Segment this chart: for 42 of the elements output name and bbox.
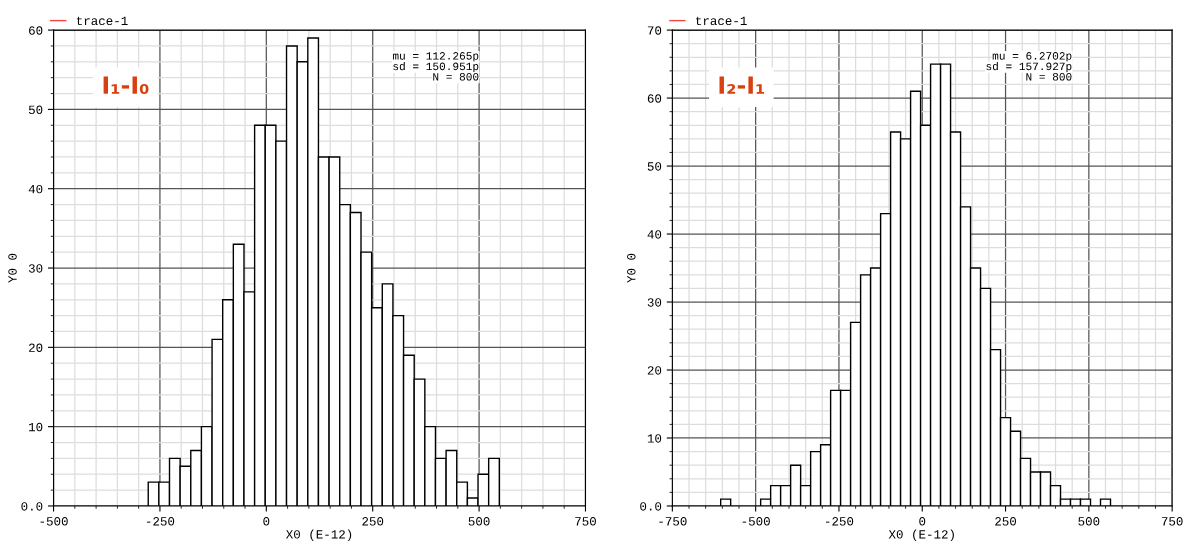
y-tick-label: 40 xyxy=(28,184,43,194)
x-tick-label: -250 xyxy=(825,517,854,526)
x-tick-label: 0 xyxy=(919,517,926,526)
x-axis-title: X0 (E-12) xyxy=(285,529,352,542)
y-tick-label: 30 xyxy=(647,298,662,307)
annotation: mu = 112.265p xyxy=(392,52,479,62)
y-tick-label: 10 xyxy=(29,422,43,432)
x-tick-label: -250 xyxy=(146,517,175,526)
y-tick-label: 60 xyxy=(647,94,662,103)
y-axis-title: Y0 0 xyxy=(8,253,17,283)
y-tick-label: 50 xyxy=(647,162,662,171)
annotation: mu = 6.2702p xyxy=(992,52,1072,62)
y-tick-label: 40 xyxy=(647,230,662,239)
y-tick-label: 30 xyxy=(28,264,43,273)
x-tick-label: -500 xyxy=(40,517,68,526)
text: trace-1 xyxy=(76,16,128,26)
x-tick-label: 250 xyxy=(362,517,384,526)
annotation: N = 800 xyxy=(433,73,479,81)
annotation: I₁-I₀ xyxy=(103,76,149,94)
y-tick-label: 60 xyxy=(29,26,43,35)
y-tick-label: 20 xyxy=(29,343,43,352)
annotation: sd = 150.951p xyxy=(393,61,479,73)
y-tick-label: 0.0 xyxy=(640,502,662,511)
x-tick-label: -750 xyxy=(659,517,687,526)
x-tick-label: -500 xyxy=(742,517,770,526)
annotation: sd = 157.927p xyxy=(986,61,1072,73)
x-tick-label: 750 xyxy=(575,517,596,526)
x-tick-label: 500 xyxy=(468,517,490,526)
annotation: N = 800 xyxy=(1026,73,1072,81)
y-tick-label: 20 xyxy=(647,366,662,375)
x-tick-label: 500 xyxy=(1078,517,1100,526)
y-tick-label: 70 xyxy=(647,26,662,35)
x-tick-label: 250 xyxy=(995,517,1017,526)
x-tick-label: 0 xyxy=(263,517,270,526)
y-tick-label: 0.0 xyxy=(21,502,43,511)
y-axis-title: Y0 0 xyxy=(627,253,636,283)
text: trace-1 xyxy=(696,16,747,26)
y-tick-label: 50 xyxy=(28,105,43,115)
y-tick-label: 10 xyxy=(647,434,662,443)
x-tick-label: 750 xyxy=(1161,517,1183,526)
annotation: I₂-I₁ xyxy=(719,76,765,94)
x-axis-title: X0 (E-12) xyxy=(888,529,954,542)
